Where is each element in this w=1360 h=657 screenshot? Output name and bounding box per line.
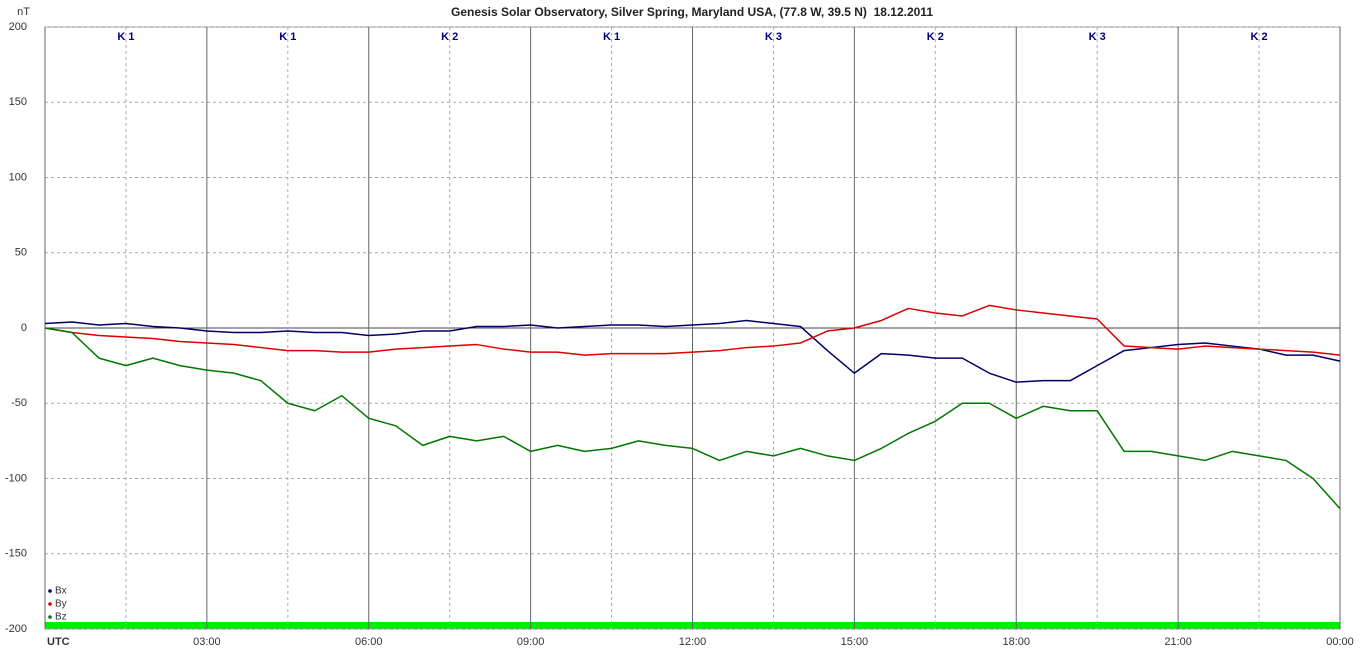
k-index-label: K 1 — [603, 31, 620, 43]
legend-label: By — [55, 599, 67, 610]
x-tick-label: 18:00 — [1002, 636, 1030, 648]
y-tick-label: 100 — [9, 171, 27, 183]
x-tick-label: UTC — [47, 636, 70, 648]
k-index-label: K 1 — [279, 31, 296, 43]
y-tick-label: -150 — [5, 548, 27, 560]
k-index-label: K 2 — [927, 31, 944, 43]
y-tick-label: -50 — [11, 397, 27, 409]
k-index-label: K 2 — [1251, 31, 1268, 43]
chart-title: Genesis Solar Observatory, Silver Spring… — [451, 5, 933, 19]
legend-marker — [48, 589, 52, 593]
k-index-label: K 1 — [117, 31, 134, 43]
x-tick-label: 03:00 — [193, 636, 221, 648]
k-index-label: K 2 — [441, 31, 458, 43]
series-line — [44, 319, 1341, 383]
x-tick-label: 15:00 — [841, 636, 869, 648]
legend-label: Bx — [55, 586, 67, 597]
y-axis-label: nT — [17, 6, 30, 18]
series-line — [44, 304, 1341, 356]
legend-label: Bz — [55, 612, 67, 623]
legend-marker — [48, 602, 52, 606]
k-index-label: K 3 — [765, 31, 782, 43]
series-line — [44, 327, 1341, 510]
x-tick-label: 12:00 — [679, 636, 707, 648]
x-tick-label: 21:00 — [1164, 636, 1192, 648]
k-index-label: K 3 — [1089, 31, 1106, 43]
legend-marker — [48, 615, 52, 619]
x-tick-label: 00:00 — [1326, 636, 1354, 648]
y-tick-label: 200 — [9, 21, 27, 33]
x-tick-label: 09:00 — [517, 636, 545, 648]
y-tick-label: 0 — [21, 322, 27, 334]
y-tick-label: -100 — [5, 472, 27, 484]
y-tick-label: -200 — [5, 623, 27, 635]
y-tick-label: 150 — [9, 96, 27, 108]
x-tick-label: 06:00 — [355, 636, 383, 648]
y-tick-label: 50 — [15, 247, 27, 259]
